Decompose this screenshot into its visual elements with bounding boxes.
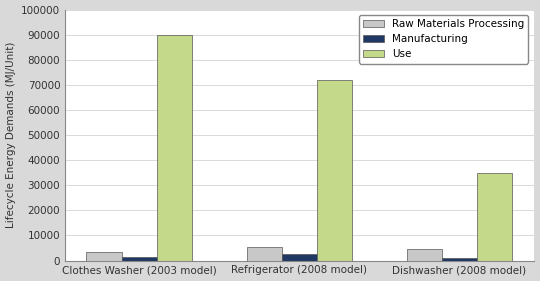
Bar xyxy=(157,35,192,260)
Bar xyxy=(442,258,477,260)
Bar xyxy=(477,173,512,260)
Bar xyxy=(247,247,282,260)
Bar xyxy=(282,254,317,260)
Legend: Raw Materials Processing, Manufacturing, Use: Raw Materials Processing, Manufacturing,… xyxy=(359,15,529,64)
Bar xyxy=(122,257,157,260)
Bar xyxy=(86,252,122,260)
Bar xyxy=(317,80,352,260)
Bar xyxy=(407,249,442,260)
Y-axis label: Lifecycle Energy Demands (MJ/Unit): Lifecycle Energy Demands (MJ/Unit) xyxy=(5,42,16,228)
